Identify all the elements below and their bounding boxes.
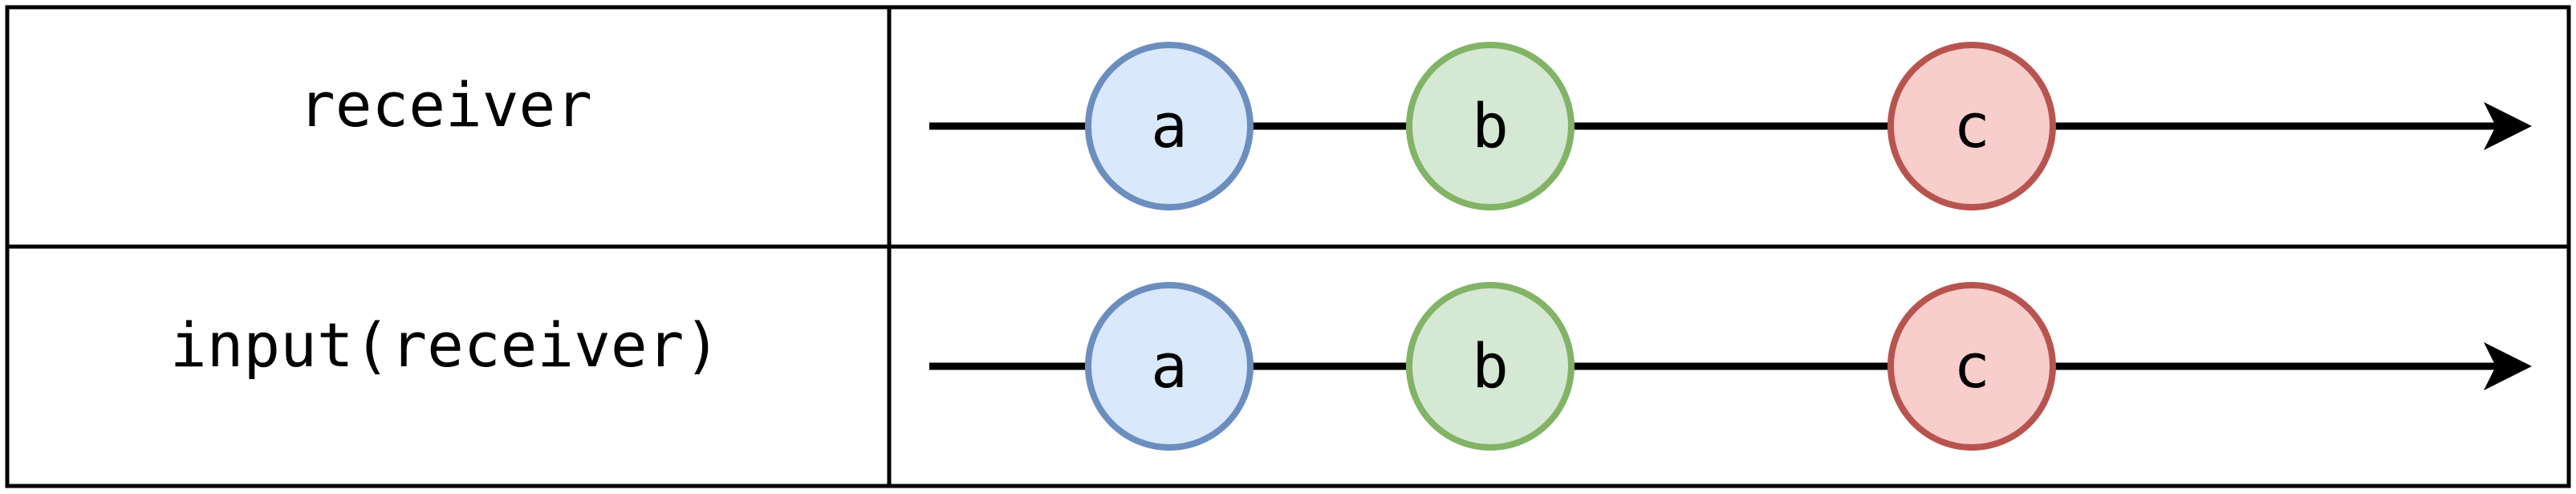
marble-outline <box>1406 282 1574 451</box>
marble-outline <box>1887 42 2056 210</box>
arrow-head-icon <box>2484 342 2532 390</box>
arrow-head-icon <box>2484 102 2532 150</box>
marble-outline <box>1085 282 1253 451</box>
row-label: receiver <box>299 69 592 141</box>
marble-circle <box>1088 45 1250 207</box>
marble-circle <box>1409 45 1571 207</box>
marble-label: b <box>1472 330 1509 402</box>
marble-circle <box>1409 285 1571 447</box>
marble-a: a <box>1085 282 1253 451</box>
marble-outline <box>1887 282 2056 451</box>
marble-label: a <box>1151 330 1188 402</box>
row-label: input(receiver) <box>170 309 721 381</box>
marble-circle <box>1891 285 2053 447</box>
marble-circle <box>1088 285 1250 447</box>
row-input-receiver: input(receiver) a b c <box>170 282 2532 451</box>
marble-b: b <box>1406 282 1574 451</box>
marble-label: c <box>1953 90 1990 161</box>
marble-label: b <box>1472 90 1509 161</box>
marble-outline <box>1085 42 1253 210</box>
marble-c: c <box>1887 42 2056 210</box>
marble-c: c <box>1887 282 2056 451</box>
marble-label: a <box>1151 90 1188 161</box>
marble-a: a <box>1085 42 1253 210</box>
row-receiver: receiver a b c <box>299 42 2532 210</box>
marble-b: b <box>1406 42 1574 210</box>
marble-circle <box>1891 45 2053 207</box>
marble-label: c <box>1953 330 1990 402</box>
marble-outline <box>1406 42 1574 210</box>
